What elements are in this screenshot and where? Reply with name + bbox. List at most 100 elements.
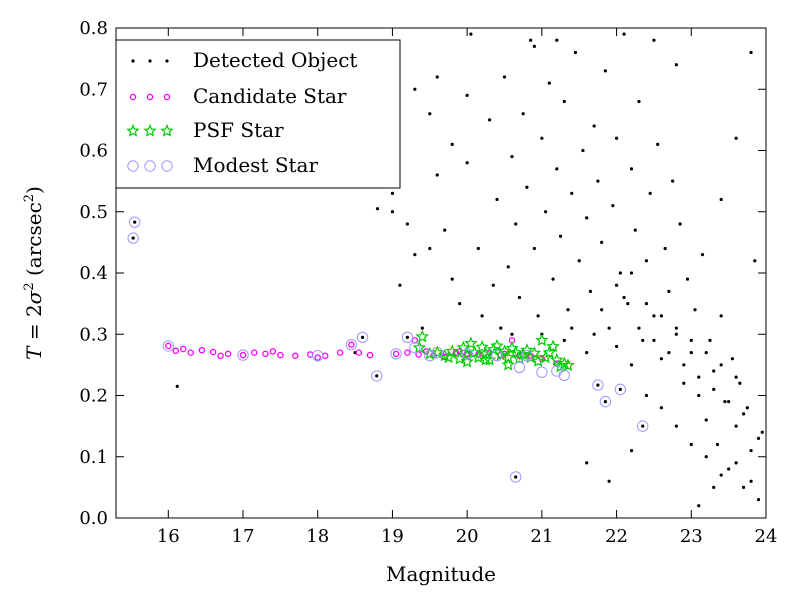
detected-object-point bbox=[133, 220, 137, 224]
candidate-star-point bbox=[392, 350, 400, 358]
psf-star-point bbox=[479, 352, 493, 366]
detected-object-point bbox=[510, 155, 514, 159]
detected-object-point bbox=[659, 314, 664, 318]
candidate-star-point bbox=[179, 345, 187, 353]
detected-object-point bbox=[596, 383, 600, 387]
detected-object-point bbox=[514, 475, 518, 479]
detected-object-point bbox=[502, 75, 507, 79]
modest-star-point bbox=[409, 342, 421, 354]
detected-object-point bbox=[562, 338, 566, 342]
detected-object-point bbox=[734, 136, 738, 140]
modest-star-point bbox=[637, 420, 649, 432]
detected-object-point bbox=[697, 375, 701, 379]
modest-star-point bbox=[356, 331, 369, 344]
x-tick-label: 19 bbox=[381, 526, 404, 547]
modest-star-point bbox=[345, 338, 358, 351]
legend-markers bbox=[126, 59, 174, 172]
detected-object-point bbox=[712, 369, 716, 373]
detected-object-point bbox=[719, 197, 723, 202]
psf-star-point bbox=[531, 354, 545, 367]
psf-star-point bbox=[494, 348, 508, 361]
detected-object-point bbox=[585, 461, 589, 465]
detected-object-point bbox=[682, 363, 686, 367]
detected-object-point bbox=[678, 222, 682, 226]
detected-object-point bbox=[614, 136, 619, 140]
detected-object-point bbox=[644, 302, 649, 306]
detected-object-point bbox=[558, 234, 563, 238]
legend-label-psf-star: PSF Star bbox=[193, 118, 284, 142]
psf-star-point bbox=[497, 344, 512, 358]
x-tick-label: 18 bbox=[306, 526, 329, 547]
detected-object-point bbox=[536, 314, 540, 318]
detected-object-point bbox=[674, 332, 678, 336]
detected-object-point bbox=[652, 338, 656, 342]
modest-star-point bbox=[558, 369, 570, 381]
detected-object-point bbox=[622, 295, 626, 300]
psf-star-point bbox=[490, 338, 504, 352]
detected-object-point bbox=[517, 295, 522, 300]
detected-object-point bbox=[618, 271, 622, 275]
detected-object-point bbox=[585, 351, 589, 355]
detected-object-point bbox=[585, 216, 589, 220]
y-tick-label: 0.1 bbox=[79, 447, 108, 468]
psf-star-point bbox=[460, 354, 474, 368]
detected-object-point bbox=[469, 32, 473, 36]
candidate-star-point bbox=[198, 346, 206, 354]
psf-star-point bbox=[441, 350, 456, 364]
detected-object-point bbox=[637, 326, 641, 330]
detected-object-point bbox=[465, 93, 469, 97]
y-tick-label: 0.0 bbox=[79, 508, 108, 529]
psf-star-point bbox=[542, 345, 557, 359]
modest-star-point bbox=[510, 471, 522, 483]
modest-star-point bbox=[521, 349, 533, 362]
detected-object-point bbox=[641, 424, 645, 428]
x-tick-label: 24 bbox=[755, 526, 778, 547]
detected-object-point bbox=[629, 271, 634, 275]
legend-label-candidate-star: Candidate Star bbox=[193, 84, 347, 108]
candidate-star-point bbox=[250, 349, 258, 356]
detected-object-point bbox=[405, 335, 409, 339]
detected-object-point bbox=[420, 326, 424, 330]
detected-object-point bbox=[622, 32, 626, 36]
modest-star-point bbox=[513, 361, 526, 374]
detected-object-point bbox=[413, 87, 417, 91]
detected-object-point bbox=[738, 381, 742, 385]
detected-object-point bbox=[648, 191, 652, 195]
detected-object-point bbox=[712, 387, 716, 391]
detected-object-point bbox=[659, 357, 664, 361]
candidate-star-point bbox=[239, 351, 247, 359]
y-label-sigma-exponent: 2 bbox=[22, 282, 37, 290]
detected-object-point bbox=[175, 384, 179, 388]
candidate-star-point bbox=[366, 351, 374, 359]
detected-object-point bbox=[730, 357, 734, 361]
detected-object-point bbox=[749, 479, 753, 483]
modest-star-point bbox=[128, 216, 141, 228]
detected-object-point bbox=[555, 167, 559, 171]
x-tick-label: 17 bbox=[232, 526, 255, 547]
detected-object-point bbox=[566, 308, 570, 312]
detected-object-point bbox=[704, 418, 708, 422]
y-label-close: ) bbox=[22, 186, 46, 194]
psf-star-point bbox=[482, 352, 497, 366]
detected-object-point bbox=[697, 504, 701, 508]
detected-object-point bbox=[480, 314, 484, 318]
detected-object-point bbox=[529, 38, 533, 42]
y-tick-label: 0.8 bbox=[79, 18, 108, 39]
detected-object-point bbox=[715, 442, 720, 447]
detected-object-point bbox=[644, 393, 649, 398]
detected-object-point bbox=[600, 308, 604, 312]
detected-object-point bbox=[499, 326, 503, 330]
legend-marker-candidate-star bbox=[129, 93, 137, 101]
modest-star-point bbox=[127, 232, 139, 244]
psf-star-point bbox=[471, 350, 486, 364]
legend-marker-psf-star bbox=[143, 123, 157, 137]
detected-object-point bbox=[450, 277, 454, 281]
detected-object-point bbox=[734, 375, 738, 379]
legend-label-modest-star: Modest Star bbox=[193, 153, 318, 177]
detected-object-point bbox=[704, 455, 708, 459]
y-tick-label: 0.3 bbox=[79, 324, 108, 345]
detected-object-point bbox=[667, 289, 671, 293]
psf-star-point bbox=[445, 344, 459, 358]
psf-star-point bbox=[550, 352, 564, 366]
detected-object-point bbox=[375, 207, 380, 211]
